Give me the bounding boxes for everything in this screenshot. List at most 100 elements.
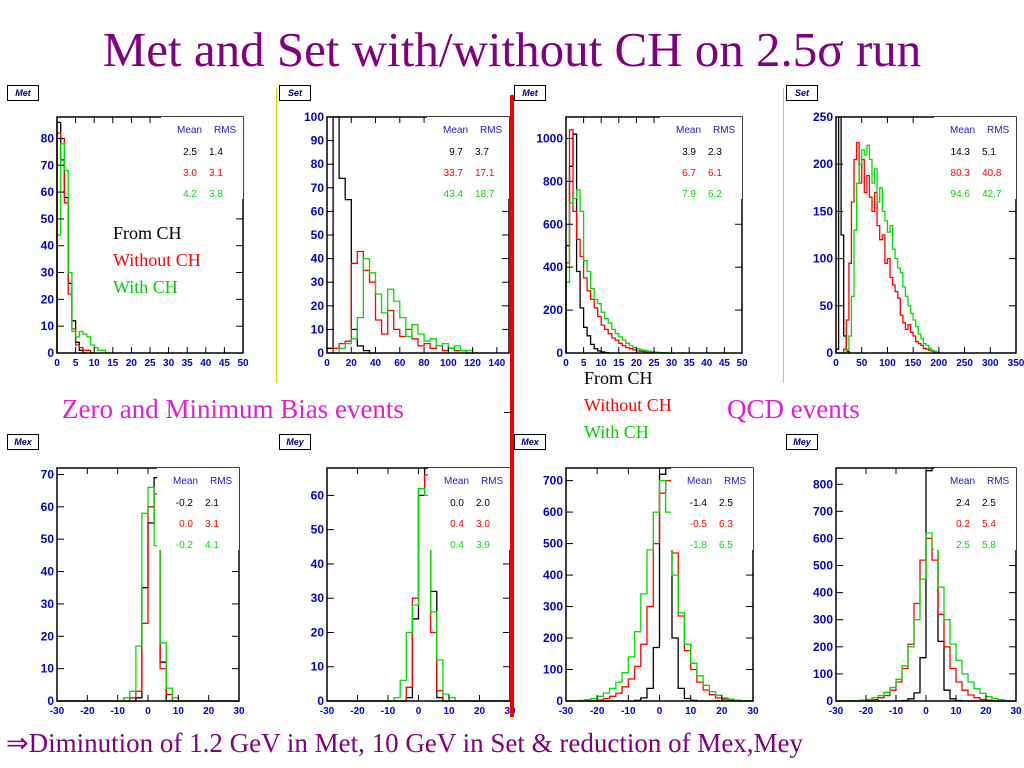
stats-rms: 2.5 <box>719 498 733 509</box>
stats-rms: 17.1 <box>475 168 495 179</box>
x-tick-label: 50 <box>856 358 868 369</box>
x-tick-label: 300 <box>982 358 999 369</box>
stats-mean: -1.8 <box>690 540 708 551</box>
x-tick-label: -30 <box>559 706 574 717</box>
y-tick-label: 0 <box>826 694 833 708</box>
stats-header-mean: Mean <box>676 125 701 136</box>
y-tick-label: 200 <box>543 303 563 317</box>
x-tick-label: 30 <box>233 706 245 717</box>
stats-rms: 3.1 <box>205 519 219 530</box>
stats-rms: 18.7 <box>475 189 495 200</box>
plot-frame <box>835 116 1017 354</box>
stats-mean: 2.5 <box>183 147 197 158</box>
stats-box <box>671 468 753 550</box>
stats-header-mean: Mean <box>950 476 975 487</box>
y-tick-label: 500 <box>813 559 833 573</box>
stats-header-rms: RMS <box>713 125 736 136</box>
stats-header-rms: RMS <box>987 476 1010 487</box>
x-tick-label: 20 <box>980 706 992 717</box>
legend2-from-ch: From CH <box>584 368 653 388</box>
legend-with-ch: With CH <box>113 277 178 297</box>
y-tick-label: 70 <box>311 181 325 195</box>
y-tick-label: 60 <box>311 204 325 218</box>
y-tick-label: 80 <box>41 131 55 145</box>
stats-mean: 7.9 <box>682 189 696 200</box>
y-tick-label: 40 <box>41 239 55 253</box>
x-tick-label: -30 <box>320 706 335 717</box>
x-tick-label: 30 <box>666 358 678 369</box>
stats-header-rms: RMS <box>724 476 747 487</box>
y-tick-label: 70 <box>41 467 55 481</box>
stats-mean: 0.2 <box>956 519 970 530</box>
x-tick-label: 30 <box>1010 706 1022 717</box>
stats-mean: 9.7 <box>449 147 463 158</box>
y-tick-label: 300 <box>543 600 563 614</box>
x-tick-label: 150 <box>905 358 922 369</box>
y-tick-label: 60 <box>41 500 55 514</box>
y-tick-label: 200 <box>543 631 563 645</box>
stats-rms: 2.5 <box>982 498 996 509</box>
divider-right <box>783 88 784 383</box>
y-tick-label: 800 <box>543 174 563 188</box>
x-tick-label: -10 <box>381 706 396 717</box>
series-line-without-ch <box>56 132 95 354</box>
conclusion-text: ⇒Diminution of 1.2 GeV in Met, 10 GeV in… <box>6 728 804 758</box>
x-tick-label: 200 <box>931 358 948 369</box>
stats-rms: 6.1 <box>708 168 722 179</box>
stats-rms: 4.1 <box>205 540 219 551</box>
x-tick-label: 10 <box>443 706 455 717</box>
x-tick-label: -20 <box>80 706 95 717</box>
y-tick-label: 50 <box>311 523 325 537</box>
stats-header-mean: Mean <box>443 125 468 136</box>
y-tick-label: 250 <box>813 110 833 124</box>
stats-rms: 40.8 <box>982 168 1002 179</box>
zero-min-bias-label: Zero and Minimum Bias events <box>62 394 404 424</box>
series-line-with-ch <box>327 257 479 354</box>
stats-mean: 2.4 <box>956 498 970 509</box>
stats-box <box>161 117 243 199</box>
stats-rms: 3.7 <box>475 147 489 158</box>
y-tick-label: 40 <box>311 557 325 571</box>
stats-rms: 5.8 <box>982 540 996 551</box>
x-tick-label: 10 <box>173 706 185 717</box>
stats-header-rms: RMS <box>987 125 1010 136</box>
y-tick-label: 200 <box>813 640 833 654</box>
y-tick-label: 50 <box>820 299 834 313</box>
stats-mean: 0.0 <box>450 498 464 509</box>
x-tick-label: 0 <box>416 706 422 717</box>
y-tick-label: 500 <box>543 537 563 551</box>
x-tick-label: 45 <box>719 358 731 369</box>
x-tick-label: 15 <box>613 358 625 369</box>
x-tick-label: -10 <box>889 706 904 717</box>
x-tick-label: 250 <box>956 358 973 369</box>
y-tick-label: 600 <box>813 531 833 545</box>
stats-rms: 3.1 <box>209 168 223 179</box>
x-tick-label: 0 <box>324 358 330 369</box>
y-tick-label: 300 <box>813 613 833 627</box>
pad-label-set-2: Set <box>786 85 818 101</box>
x-tick-label: 10 <box>89 358 101 369</box>
stats-mean: 94.6 <box>951 189 971 200</box>
y-tick-label: 100 <box>813 667 833 681</box>
x-tick-label: -10 <box>621 706 636 717</box>
y-tick-label: 60 <box>311 488 325 502</box>
x-tick-label: 10 <box>596 358 608 369</box>
histogram-panel-4: 0 50 100 150 200 250 300 350 0 50 100 150 200 250 Mean… <box>813 110 1024 369</box>
x-tick-label: 100 <box>879 358 896 369</box>
pad-label-mey-1: Mey <box>279 434 311 450</box>
stats-header-rms: RMS <box>210 476 233 487</box>
y-tick-label: 0 <box>317 694 324 708</box>
y-tick-label: 50 <box>311 228 325 242</box>
stats-mean: -1.4 <box>690 498 708 509</box>
y-tick-label: 80 <box>311 157 325 171</box>
stats-header-mean: Mean <box>444 476 469 487</box>
stats-rms: 5.1 <box>982 147 996 158</box>
y-tick-label: 600 <box>543 505 563 519</box>
y-tick-label: 100 <box>813 252 833 266</box>
y-tick-label: 40 <box>311 252 325 266</box>
stats-mean: 6.7 <box>682 168 696 179</box>
stats-rms: 3.9 <box>476 540 490 551</box>
histogram-panel-5: -30 -20 -10 0 10 20 30 0 10 20 30 40 50 60 70 Mean RMS -0… <box>41 467 245 717</box>
stats-mean: 4.2 <box>183 189 197 200</box>
y-tick-label: 700 <box>543 474 563 488</box>
